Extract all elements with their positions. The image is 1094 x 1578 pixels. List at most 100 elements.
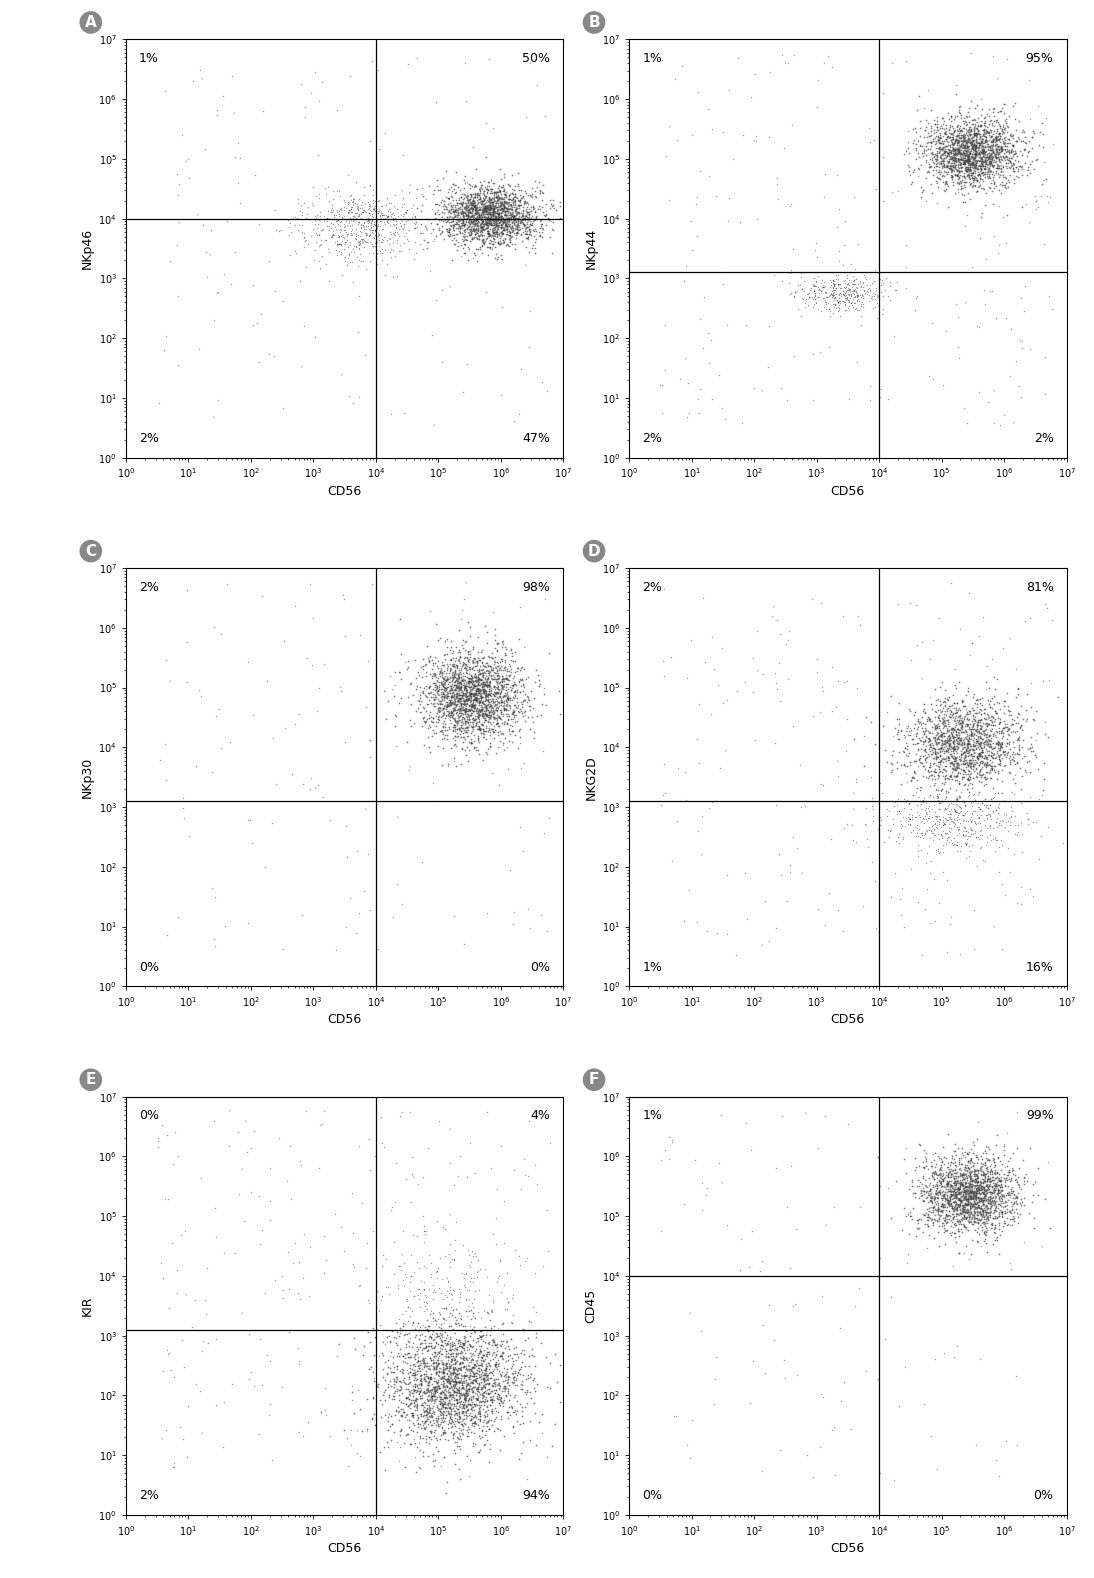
Point [978, 1220, 996, 1245]
Point [466, 1420, 484, 1445]
Point [992, 134, 1010, 159]
Point [952, 144, 969, 169]
Point [441, 1300, 458, 1326]
Point [455, 1406, 473, 1431]
Point [487, 204, 504, 229]
Point [965, 757, 982, 783]
Point [472, 690, 489, 715]
Point [447, 159, 465, 185]
Point [517, 199, 535, 224]
Point [491, 656, 509, 682]
Point [467, 193, 485, 218]
Point [459, 205, 477, 230]
Point [408, 1373, 426, 1398]
Point [490, 210, 508, 235]
Point [955, 729, 973, 754]
Point [475, 197, 492, 222]
Point [457, 709, 475, 734]
Point [978, 1172, 996, 1198]
Point [470, 235, 488, 260]
Point [795, 268, 813, 294]
Point [444, 1360, 462, 1385]
Point [967, 151, 985, 177]
Point [476, 1357, 493, 1382]
Point [473, 667, 490, 693]
Point [446, 1452, 464, 1477]
Point [1002, 317, 1020, 342]
Point [475, 213, 492, 238]
Point [974, 159, 991, 185]
Point [953, 1165, 970, 1190]
Point [233, 1300, 251, 1326]
Point [400, 1340, 418, 1365]
Point [989, 1160, 1006, 1185]
Point [411, 221, 429, 246]
Point [474, 230, 491, 256]
Point [963, 737, 980, 762]
Point [991, 1168, 1009, 1193]
Point [986, 107, 1003, 133]
Point [477, 185, 494, 210]
Point [905, 1196, 922, 1221]
Point [468, 191, 486, 216]
Point [424, 1393, 442, 1419]
Point [477, 229, 494, 254]
Point [980, 1168, 998, 1193]
Point [462, 693, 479, 718]
Point [403, 1381, 420, 1406]
Point [958, 129, 976, 155]
Point [463, 1387, 480, 1412]
Point [431, 1390, 449, 1415]
Point [953, 1191, 970, 1217]
Point [499, 199, 516, 224]
Point [459, 1385, 477, 1411]
Point [959, 99, 977, 125]
Point [969, 1195, 987, 1220]
Point [974, 1190, 991, 1215]
Point [419, 680, 437, 705]
Point [467, 1368, 485, 1393]
Point [947, 128, 965, 153]
Point [335, 211, 352, 237]
Point [947, 1190, 965, 1215]
Point [440, 1378, 457, 1403]
Point [982, 150, 1000, 175]
Point [922, 1207, 940, 1232]
Point [987, 136, 1004, 161]
Point [453, 1370, 470, 1395]
Point [459, 696, 477, 721]
Point [449, 671, 466, 696]
Point [416, 1398, 433, 1423]
Point [399, 1393, 417, 1419]
Point [469, 664, 487, 690]
Point [446, 686, 464, 712]
Point [760, 312, 778, 338]
Point [964, 806, 981, 832]
Point [962, 1149, 979, 1174]
Point [336, 237, 353, 262]
Point [490, 671, 508, 696]
Point [918, 750, 935, 775]
Point [408, 46, 426, 71]
Point [974, 1174, 991, 1199]
Point [485, 194, 502, 219]
Point [464, 196, 481, 221]
Point [455, 702, 473, 727]
Point [428, 679, 445, 704]
Point [984, 756, 1001, 781]
Point [954, 128, 971, 153]
Point [429, 1370, 446, 1395]
Point [944, 753, 962, 778]
Point [998, 1165, 1015, 1190]
Point [479, 178, 497, 204]
Point [893, 753, 910, 778]
Point [496, 191, 513, 216]
Point [933, 1185, 951, 1210]
Point [678, 404, 696, 429]
Point [970, 759, 988, 784]
Point [810, 276, 827, 301]
Point [412, 1368, 430, 1393]
Point [942, 1172, 959, 1198]
Point [473, 671, 490, 696]
Point [216, 262, 233, 287]
